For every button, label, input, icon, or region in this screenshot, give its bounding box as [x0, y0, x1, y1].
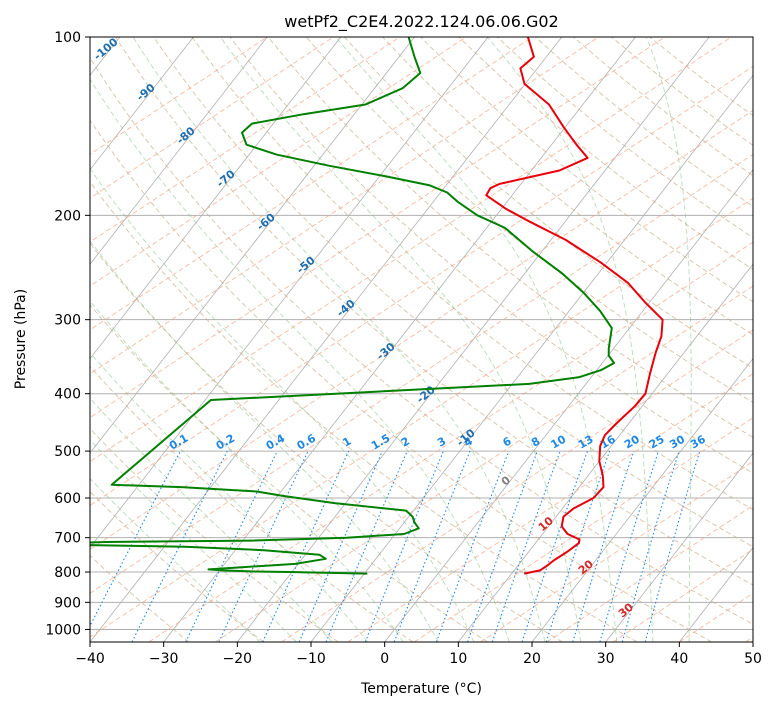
y-tick-label: 900 [54, 595, 81, 611]
dry-adiabat-line [344, 37, 753, 369]
moist-adiabat-line [90, 439, 297, 642]
y-tick-label: 1000 [45, 622, 81, 638]
adiabat-dashed-line [90, 197, 753, 638]
y-tick-label: 500 [54, 444, 81, 460]
dry-adiabat-line [229, 37, 753, 474]
mixing-ratio-line [325, 450, 408, 642]
mixing-ratio-line [298, 450, 383, 642]
moist-adiabat-line [487, 37, 654, 642]
dry-adiabat-line [153, 37, 753, 548]
x-tick-label: −20 [223, 651, 253, 667]
y-tick-label: 100 [54, 30, 81, 46]
x-axis-title: Temperature (°C) [360, 681, 482, 697]
dry-adiabat-line [90, 491, 264, 642]
dry-adiabat-line [90, 304, 488, 642]
isotherm-line [90, 37, 415, 454]
moist-adiabat-line [90, 240, 439, 642]
isotherm-line [90, 37, 342, 360]
mixing-ratio-line [364, 450, 444, 642]
adiabat-dashed-line [90, 37, 467, 287]
mixing-ratio-line [545, 450, 611, 642]
moist-adiabat-line [335, 37, 618, 642]
mixing-ratio-line [491, 450, 561, 642]
mixing-ratio-line [466, 450, 538, 642]
x-tick-label: 40 [670, 651, 688, 667]
x-tick-label: 10 [449, 651, 467, 667]
adiabat-dashed-line [148, 241, 753, 642]
y-tick-label: 200 [54, 208, 81, 224]
x-tick-label: 50 [744, 651, 762, 667]
y-tick-label: 800 [54, 565, 81, 581]
dewpoint-profile-line [90, 37, 616, 575]
mixing-ratio-line [644, 450, 701, 642]
isotherm-line [458, 263, 753, 642]
adiabat-dashed-line [90, 37, 401, 243]
x-tick-label: −30 [149, 651, 179, 667]
dry-adiabat-line [90, 554, 190, 642]
isotherm-line [605, 452, 753, 642]
moist-adiabat-line [90, 300, 404, 642]
y-tick-label: 600 [54, 491, 81, 507]
temperature-profile-line [485, 37, 664, 575]
x-tick-label: 0 [380, 651, 389, 667]
isotherm-line [531, 357, 753, 642]
dry-adiabat-line [115, 37, 753, 586]
adiabat-dashed-line [90, 37, 732, 463]
x-tick-label: −10 [296, 651, 326, 667]
y-tick-label: 400 [54, 387, 81, 403]
y-axis-title: Pressure (hPa) [13, 289, 29, 389]
dry-adiabat-line [90, 242, 563, 642]
dry-adiabat-line [90, 365, 414, 642]
adiabat-dashed-line [90, 37, 533, 331]
plot-frame [89, 36, 754, 643]
moist-adiabat-line [645, 37, 692, 642]
y-tick-label: 700 [54, 531, 81, 547]
mixing-ratio-line [621, 450, 680, 642]
adiabat-dashed-line [214, 285, 753, 642]
dry-adiabat-line [90, 181, 638, 642]
adiabat-dashed-line [90, 153, 753, 594]
isotherm-line [384, 169, 753, 642]
mixing-ratio-line [572, 450, 635, 642]
chart-title: wetPf2_C2E4.2022.124.06.06.G02 [284, 12, 558, 32]
adiabat-dashed-line [90, 37, 599, 375]
dry-adiabat-line [90, 57, 753, 625]
mixing-ratio-line [521, 450, 589, 642]
mixing-ratio-line [393, 450, 471, 642]
adiabat-dashed-line [90, 37, 268, 155]
x-tick-label: 20 [523, 651, 541, 667]
isotherm-line [90, 37, 268, 265]
isotherm-line [90, 37, 489, 549]
adiabat-dashed-line [90, 65, 753, 506]
dry-adiabat-line [90, 119, 712, 642]
adiabat-dashed-line [281, 329, 753, 642]
moist-adiabat-line [90, 168, 475, 642]
mixing-ratio-line [599, 450, 660, 642]
mixing-ratio-line [131, 450, 228, 642]
moist-adiabat-line [90, 78, 510, 642]
adiabat-dashed-line [90, 109, 753, 550]
x-tick-label: 30 [597, 651, 615, 667]
mixing-ratio-line [435, 450, 510, 642]
moist-adiabat-line [90, 478, 261, 642]
dry-adiabat-line [382, 37, 753, 336]
x-tick-label: −40 [75, 651, 105, 667]
adiabat-dashed-line [90, 37, 666, 419]
moist-adiabat-line [132, 37, 546, 642]
adiabat-dashed-line [90, 37, 334, 199]
y-tick-label: 300 [54, 313, 81, 329]
moist-adiabat-line [219, 37, 582, 642]
